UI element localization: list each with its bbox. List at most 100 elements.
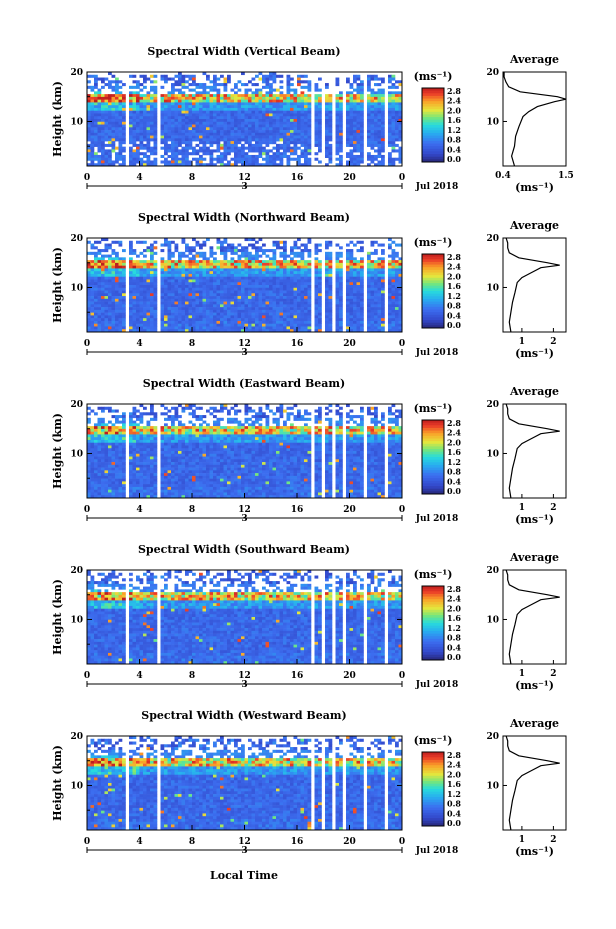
- heatmap-cell: [188, 298, 193, 302]
- heatmap-cell: [279, 326, 284, 330]
- heatmap-cell: [122, 146, 126, 150]
- heatmap-cell: [108, 301, 112, 305]
- heatmap-cell: [153, 91, 158, 95]
- heatmap-cell: [244, 157, 249, 161]
- heatmap-cell: [304, 124, 308, 128]
- heatmap-cell: [297, 315, 301, 319]
- heatmap-cell: [111, 279, 116, 283]
- heatmap-cell: [146, 143, 151, 147]
- heatmap-cell: [129, 74, 133, 78]
- heatmap-cell: [353, 312, 357, 316]
- heatmap-cell: [139, 326, 144, 330]
- heatmap-cell: [272, 141, 277, 145]
- heatmap-cell: [132, 309, 137, 313]
- heatmap-cell: [153, 307, 158, 311]
- heatmap-cell: [377, 298, 382, 302]
- heatmap-cell: [206, 132, 210, 136]
- heatmap-cell: [101, 320, 105, 324]
- heatmap-cell: [360, 152, 364, 156]
- heatmap-cell: [381, 163, 385, 167]
- heatmap-cell: [216, 265, 221, 269]
- heatmap-cell: [374, 293, 378, 297]
- heatmap-cell: [192, 135, 196, 139]
- heatmap-cell: [360, 119, 364, 123]
- heatmap-cell: [279, 315, 284, 319]
- heatmap-cell: [90, 323, 95, 327]
- heatmap-cell: [115, 121, 119, 125]
- heatmap-cell: [136, 287, 140, 291]
- heatmap-cell: [286, 318, 291, 322]
- heatmap-cell: [150, 119, 154, 123]
- heatmap-cell: [304, 130, 308, 134]
- heatmap-cell: [171, 143, 175, 147]
- heatmap-cell: [346, 318, 350, 322]
- heatmap-cell: [237, 119, 242, 123]
- heatmap-cell: [391, 318, 396, 322]
- heatmap-cell: [339, 102, 343, 106]
- heatmap-cell: [283, 124, 287, 128]
- heatmap-cell: [377, 260, 382, 264]
- heatmap-cell: [143, 296, 147, 300]
- heatmap-cell: [370, 326, 375, 330]
- heatmap-cell: [104, 163, 109, 167]
- heatmap-cell: [199, 260, 203, 264]
- heatmap-cell: [290, 326, 294, 330]
- heatmap-cell: [185, 74, 189, 78]
- heatmap-cell: [293, 298, 298, 302]
- heatmap-cell: [209, 279, 214, 283]
- heatmap-cell: [195, 121, 200, 125]
- heatmap-cell: [286, 116, 291, 120]
- heatmap-cell: [349, 279, 354, 283]
- heatmap-cell: [213, 119, 217, 123]
- heatmap-cell: [227, 138, 231, 142]
- heatmap-cell: [178, 132, 182, 136]
- heatmap-cell: [153, 152, 158, 156]
- heatmap-cell: [160, 249, 165, 253]
- heatmap-cell: [139, 124, 144, 128]
- heatmap-cell: [174, 124, 179, 128]
- heatmap-cell: [136, 279, 140, 283]
- heatmap-cell: [108, 107, 112, 111]
- heatmap-cell: [94, 251, 98, 255]
- heatmap-cell: [395, 132, 399, 136]
- heatmap-cell: [192, 77, 196, 81]
- heatmap-cell: [314, 265, 319, 269]
- heatmap-cell: [230, 279, 235, 283]
- heatmap-cell: [188, 251, 193, 255]
- heatmap-cell: [216, 77, 221, 81]
- heatmap-cell: [255, 273, 259, 277]
- heatmap-cell: [335, 293, 340, 297]
- heatmap-cell: [188, 260, 193, 264]
- heatmap-cell: [258, 279, 263, 283]
- heatmap-cell: [227, 260, 231, 264]
- heatmap-cell: [153, 160, 158, 164]
- heatmap-cell: [206, 74, 210, 78]
- heatmap-cell: [346, 110, 350, 114]
- heatmap-cell: [304, 329, 308, 333]
- heatmap-cell: [290, 276, 294, 280]
- heatmap-cell: [360, 312, 364, 316]
- heatmap-cell: [136, 152, 140, 156]
- heatmap-cell: [139, 116, 144, 120]
- heatmap-cell: [360, 157, 364, 161]
- heatmap-cell: [279, 265, 284, 269]
- heatmap-cell: [297, 130, 301, 134]
- heatmap-cell: [111, 304, 116, 308]
- heatmap-cell: [265, 116, 270, 120]
- heatmap-cell: [97, 141, 102, 145]
- heatmap-cell: [272, 135, 277, 139]
- heatmap-cell: [192, 124, 196, 128]
- heatmap-cell: [283, 254, 287, 258]
- heatmap-cell: [307, 127, 312, 131]
- heatmap-cell: [111, 318, 116, 322]
- heatmap-cell: [374, 116, 378, 120]
- heatmap-cell: [174, 74, 179, 78]
- heatmap-cell: [356, 119, 361, 123]
- heatmap-cell: [307, 238, 312, 242]
- heatmap-cell: [164, 107, 168, 111]
- heatmap-cell: [104, 254, 109, 258]
- heatmap-cell: [307, 96, 312, 100]
- heatmap-cell: [234, 249, 238, 253]
- heatmap-cell: [115, 135, 119, 139]
- heatmap-cell: [111, 127, 116, 131]
